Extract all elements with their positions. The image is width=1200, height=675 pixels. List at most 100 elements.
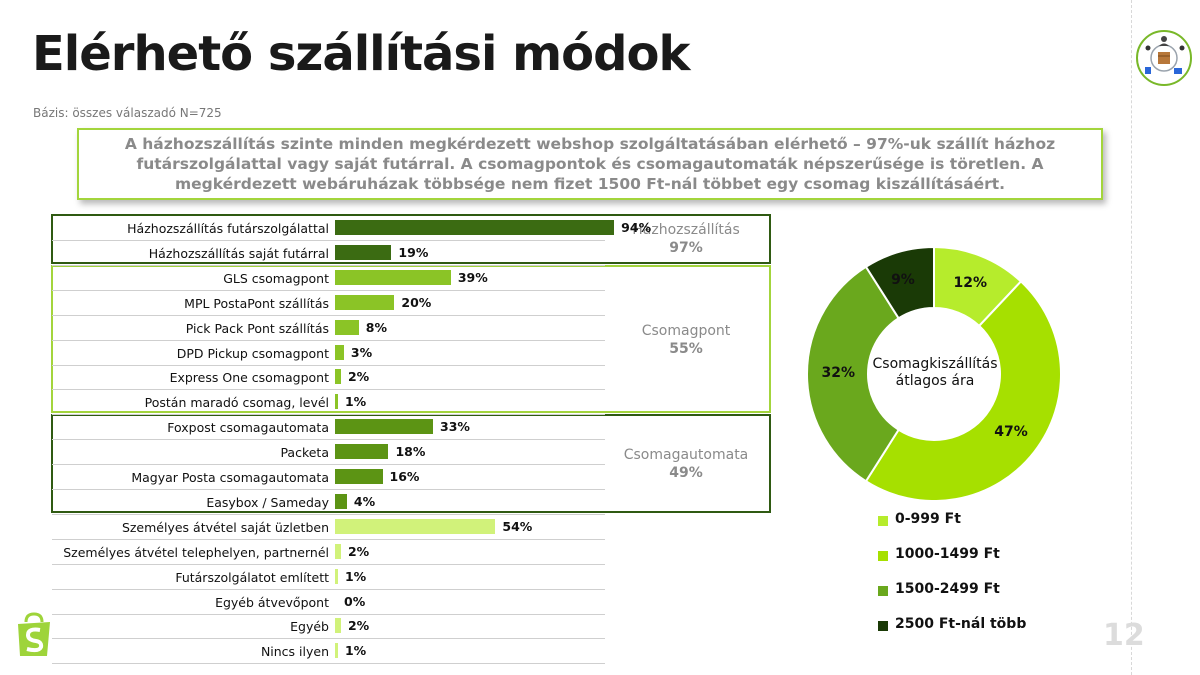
bar-row: Foxpost csomagautomata 33%	[52, 415, 605, 441]
bar-row: GLS csomagpont 39%	[52, 266, 605, 291]
group-label-csomagautomata: Csomagautomata 49%	[608, 446, 764, 482]
shop-bag-logo	[18, 612, 50, 656]
group-value: 97%	[669, 240, 703, 256]
donut-slice-label: 9%	[891, 272, 915, 289]
bar-row: Házhozszállítás saját futárral 19%	[52, 241, 605, 266]
legend-label: 0-999 Ft	[895, 511, 961, 527]
bar-category-label: Easybox / Sameday	[206, 494, 329, 510]
bar	[335, 244, 392, 260]
bar	[335, 518, 496, 534]
bar-value-label: 19%	[398, 244, 429, 260]
bar-row: Személyes átvétel saját üzletben 54%	[52, 515, 605, 540]
legend-label: 2500 Ft-nál több	[895, 616, 1027, 632]
bar-value-label: 18%	[395, 444, 426, 460]
bar-category-label: Packeta	[280, 445, 329, 461]
group-value: 55%	[669, 341, 703, 357]
legend-label: 1500-2499 Ft	[895, 581, 1000, 597]
bar-category-label: Egyéb átvevőpont	[215, 594, 329, 610]
page-number: 12	[1103, 618, 1145, 653]
group-value: 49%	[669, 465, 703, 481]
bar	[335, 269, 451, 285]
delivery-methods-bar-chart: Házhozszállítás 97% Csomagpont 55% Csoma…	[51, 214, 771, 665]
bar	[335, 419, 433, 435]
bar-value-label: 2%	[347, 369, 370, 385]
page-divider-line	[1131, 0, 1132, 675]
legend-swatch	[878, 551, 888, 561]
base-note: Bázis: összes válaszadó N=725	[33, 106, 222, 120]
bar-category-label: Egyéb	[290, 619, 329, 635]
bar-value-label: 2%	[347, 543, 370, 559]
bar-value-label: 1%	[344, 394, 367, 410]
bar-category-label: Házhozszállítás saját futárral	[148, 245, 329, 261]
bar-row: Express One csomagpont 2%	[52, 365, 605, 391]
bar-category-label: Pick Pack Pont szállítás	[185, 320, 329, 336]
bar-category-label: Express One csomagpont	[169, 370, 329, 386]
donut-slice	[864, 245, 935, 320]
bar-row: Személyes átvétel telephelyen, partnerné…	[52, 540, 605, 565]
bar-value-label: 2%	[347, 618, 370, 634]
bar	[335, 344, 344, 360]
bar-category-label: DPD Pickup csomagpont	[176, 345, 329, 361]
legend-swatch	[878, 586, 888, 596]
bar-category-label: GLS csomagpont	[223, 270, 329, 286]
bar-value-label: 8%	[365, 319, 387, 335]
bar	[335, 568, 338, 584]
bar-row: Futárszolgálatot említett 1%	[52, 565, 605, 590]
bar-value-label: 33%	[440, 419, 470, 435]
bar-category-label: Futárszolgálatot említett	[175, 569, 329, 585]
bar-value-label: 39%	[457, 269, 488, 285]
bar-value-label: 0%	[344, 593, 366, 609]
bar	[335, 618, 341, 634]
bar	[335, 319, 359, 335]
group-name: Csomagautomata	[623, 447, 749, 463]
bar-category-label: Személyes átvétel saját üzletben	[121, 519, 329, 535]
bar-row: Házhozszállítás futárszolgálattal 94%	[52, 216, 651, 241]
bar-category-label: Magyar Posta csomagautomata	[131, 470, 329, 485]
legend-label: 1000-1499 Ft	[895, 546, 1000, 562]
bar-category-label: Nincs ilyen	[260, 644, 329, 660]
bar-row: Egyéb átvevőpont 0%	[52, 590, 605, 615]
donut-slice	[864, 280, 1062, 500]
shipping-price-donut-chart	[806, 245, 1062, 500]
bar-value-label: 4%	[353, 493, 376, 509]
bar-category-label: Házhozszállítás futárszolgálattal	[127, 221, 329, 236]
bar	[335, 643, 338, 659]
page-title: Elérhető szállítási módok	[32, 26, 690, 82]
bar-value-label: 20%	[401, 294, 432, 310]
bar-row: Packeta 18%	[52, 440, 605, 466]
group-box-hazhozszallitas	[51, 214, 771, 264]
bar-row: Magyar Posta csomagautomata 16%	[52, 465, 605, 490]
donut-center-label: Csomagkiszállítás átlagos ára	[872, 356, 998, 389]
bar	[335, 469, 383, 484]
bar-row: Nincs ilyen 1%	[52, 639, 605, 665]
bar-value-label: 1%	[344, 643, 367, 659]
bar-value-label: 3%	[350, 344, 373, 360]
bar-row: MPL PostaPont szállítás 20%	[52, 291, 605, 316]
donut-slice-label: 47%	[994, 424, 1028, 441]
bar	[335, 369, 341, 385]
group-label-csomagpont: Csomagpont 55%	[608, 322, 764, 358]
bar-row: Egyéb 2%	[52, 614, 605, 640]
bar-category-label: Postán maradó csomag, levél	[144, 395, 329, 411]
bar	[335, 294, 395, 310]
bar	[335, 220, 615, 235]
bar-category-label: Foxpost csomagautomata	[167, 420, 329, 436]
bar-row: Pick Pack Pont szállítás 8%	[52, 316, 605, 341]
bar	[335, 493, 347, 509]
bar-value-label: 1%	[344, 568, 367, 584]
delivery-network-icon	[1136, 30, 1192, 86]
bar	[335, 444, 389, 460]
bar-row: Postán maradó csomag, levél 1%	[52, 390, 605, 416]
bar	[335, 543, 341, 559]
donut-slice-label: 12%	[953, 275, 988, 292]
group-name: Csomagpont	[641, 323, 731, 339]
bar-value-label: 54%	[502, 518, 533, 534]
summary-box: A házhozszállítás szinte minden megkérde…	[77, 128, 1103, 200]
legend-swatch	[878, 516, 888, 526]
legend-swatch	[878, 621, 888, 631]
bar	[335, 394, 338, 410]
bar-category-label: MPL PostaPont szállítás	[184, 295, 329, 311]
bar-row: DPD Pickup csomagpont 3%	[52, 341, 605, 366]
donut-slice	[806, 265, 901, 483]
group-label-hazhozszallitas: Házhozszállítás 97%	[608, 221, 764, 257]
